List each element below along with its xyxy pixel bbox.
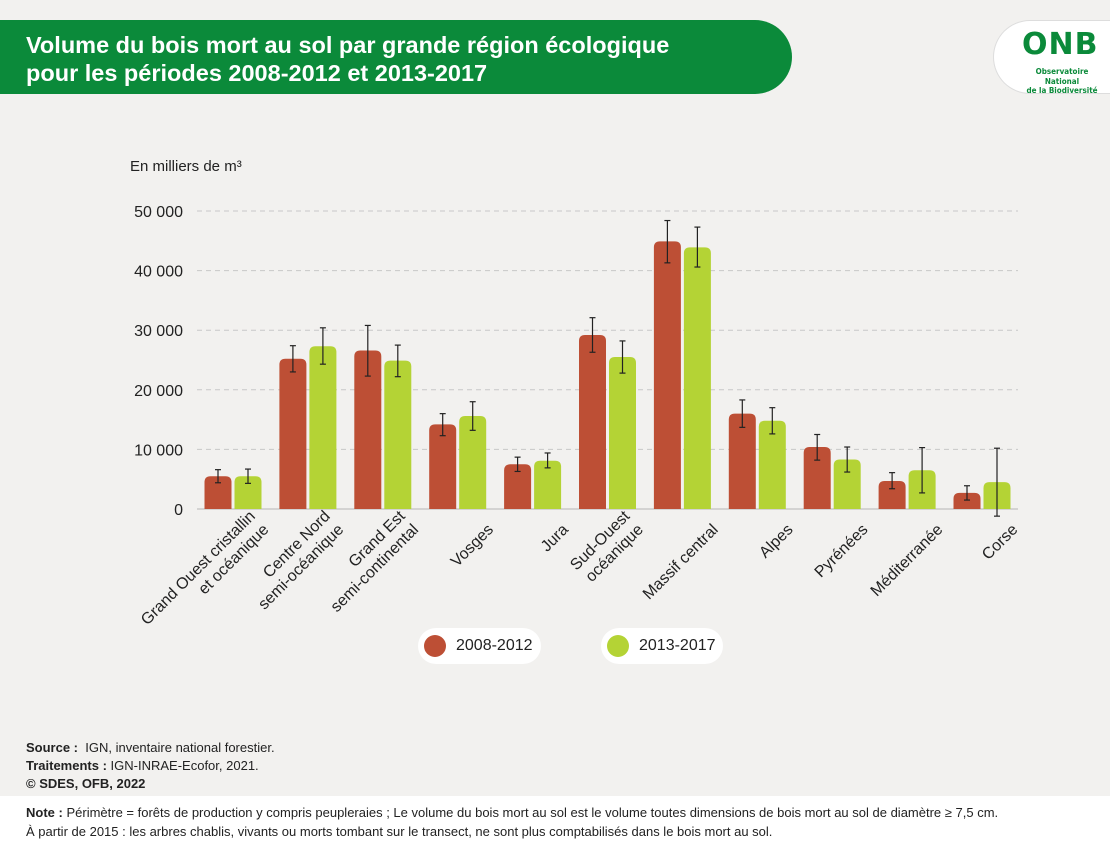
source-line: Source : IGN, inventaire national forest… (26, 739, 275, 757)
bar-2008-2012 (728, 413, 756, 509)
note-area: Note : Périmètre = forêts de production … (0, 796, 1110, 843)
traitements-label: Traitements : (26, 758, 107, 773)
bar-2008-2012 (204, 476, 232, 509)
title-banner: Volume du bois mort au sol par grande ré… (0, 20, 792, 94)
x-tick-label: Grand Estsemi-continental (314, 507, 422, 615)
bar-2008-2012 (953, 492, 981, 509)
legend-swatch-2008-2012 (424, 635, 446, 657)
bar-2008-2012 (579, 334, 606, 509)
logo-subtitle: Observatoire National de la Biodiversité (1020, 67, 1104, 96)
y-tick-label: 20 000 (134, 383, 183, 400)
bar-2013-2017 (309, 346, 337, 509)
y-tick-label: 40 000 (134, 264, 183, 281)
bars (204, 241, 1011, 509)
x-tick-label: Alpes (756, 521, 796, 561)
bar-2008-2012 (653, 241, 681, 509)
y-tick-label: 10 000 (134, 442, 183, 459)
x-tick-label: Méditerranée (868, 521, 947, 600)
source-text: IGN, inventaire national forestier. (85, 740, 275, 755)
legend-label-2013-2017: 2013-2017 (639, 637, 716, 654)
x-tick-label: Vosges (448, 521, 497, 570)
logo-subtitle-line2: de la Biodiversité (1026, 86, 1098, 95)
bar-2008-2012 (803, 447, 831, 509)
onb-logo: ONB Observatoire National de la Biodiver… (993, 20, 1110, 96)
note-text: Note : Périmètre = forêts de production … (26, 803, 998, 841)
copyright: © SDES, OFB, 2022 (26, 776, 146, 791)
bar-2013-2017 (534, 460, 562, 509)
y-tick-label: 0 (174, 502, 183, 519)
note-line1: Périmètre = forêts de production y compr… (66, 805, 999, 820)
note-line2: À partir de 2015 : les arbres chablis, v… (26, 824, 773, 839)
logo-subtitle-line1: Observatoire National (1035, 67, 1089, 86)
y-axis-label: En milliers de m³ (130, 158, 242, 175)
bar-2008-2012 (279, 358, 307, 509)
bar-2013-2017 (758, 420, 786, 509)
x-tick-labels: Grand Ouest cristallinet océaniqueCentre… (138, 507, 1021, 642)
bar-2013-2017 (384, 360, 412, 509)
traitements-line: Traitements : IGN-INRAE-Ecofor, 2021. (26, 757, 275, 775)
y-tick-label: 30 000 (134, 323, 183, 340)
bar-2013-2017 (234, 476, 262, 509)
x-tick-label: Pyrénées (812, 521, 872, 581)
footer-source: Source : IGN, inventaire national forest… (26, 739, 275, 793)
legend-item-2013-2017: 2013-2017 (601, 628, 723, 664)
copyright-line: © SDES, OFB, 2022 (26, 775, 275, 793)
bar-2008-2012 (878, 480, 906, 509)
y-tick-labels: 0 10 000 20 000 30 000 40 000 50 000 (134, 204, 183, 519)
y-tick-label: 50 000 (134, 204, 183, 221)
source-label: Source : (26, 740, 79, 755)
bar-2008-2012 (429, 424, 457, 509)
bar-2013-2017 (683, 247, 711, 509)
bar-2013-2017 (459, 416, 487, 509)
error-bars (215, 219, 1000, 517)
chart-title-line2: pour les périodes 2008-2012 et 2013-2017 (26, 60, 488, 86)
x-tick-label: Sud-Ouestocéanique (567, 507, 647, 587)
legend-label-2008-2012: 2008-2012 (456, 637, 533, 654)
x-tick-label: Massif central (640, 521, 722, 603)
note-label: Note : (26, 805, 63, 820)
bar-2008-2012 (354, 350, 382, 509)
x-tick-label: Grand Ouest cristallinet océanique (138, 508, 272, 642)
chart-title-line1: Volume du bois mort au sol par grande ré… (26, 32, 670, 58)
bar-2013-2017 (833, 459, 861, 509)
traitements-text: IGN-INRAE-Ecofor, 2021. (110, 758, 259, 773)
bar-2013-2017 (609, 357, 636, 509)
bar-2008-2012 (504, 464, 532, 509)
x-tick-label: Jura (538, 521, 572, 555)
logo-text: ONB (1022, 27, 1099, 62)
note-line1-row: Note : Périmètre = forêts de production … (26, 803, 998, 822)
x-tick-label: Corse (979, 521, 1021, 563)
legend-swatch-2013-2017 (607, 635, 629, 657)
legend-item-2008-2012: 2008-2012 (418, 628, 541, 664)
